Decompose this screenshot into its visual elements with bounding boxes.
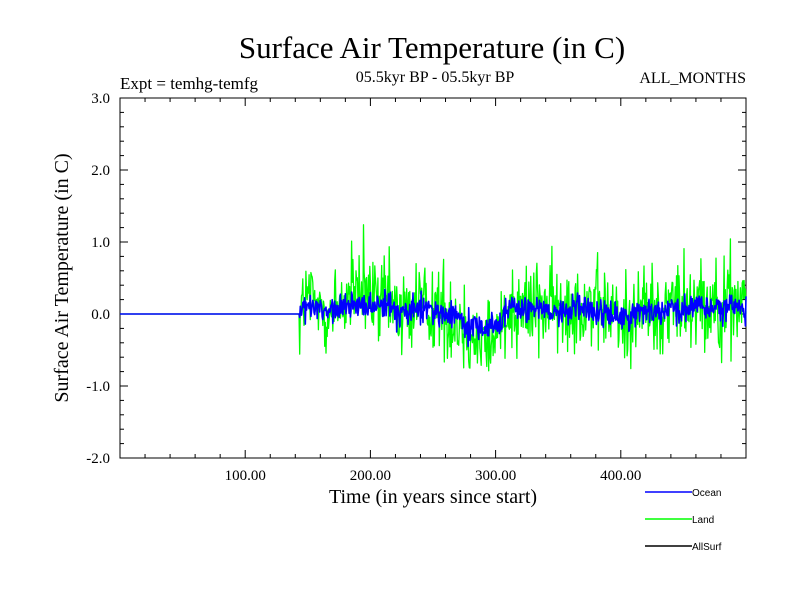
y-tick-label: -1.0 [86,379,110,395]
plot-area: 100.00 200.00 300.00 400.00 -2.0 -1.0 0.0 1.0 2.… [86,91,747,484]
legend-label-land: Land [692,515,714,526]
x-tick-label: 400.00 [600,468,641,484]
y-tick-label: -2.0 [86,451,110,467]
x-axis-label: Time (in years since start) [329,486,537,508]
y-tick-label: 0.0 [91,307,110,323]
months-label: ALL_MONTHS [639,70,746,87]
chart-title: Surface Air Temperature (in C) [239,30,625,65]
y-tick-label: 1.0 [91,235,110,251]
legend-label-ocean: Ocean [692,488,721,499]
legend-label-allsurf: AllSurf [692,542,722,553]
series-line-ocean [120,288,747,348]
y-tick-label: 3.0 [91,91,110,107]
x-tick-label: 200.00 [350,468,391,484]
x-tick-label: 300.00 [475,468,516,484]
chart-subtitle: 05.5kyr BP - 05.5kyr BP [356,69,515,86]
series-line-land [120,224,747,372]
axes-frame [119,97,747,459]
expt-label: Expt = temhg-temfg [120,74,259,93]
y-axis-label: Surface Air Temperature (in C) [51,153,73,402]
x-tick-label: 100.00 [225,468,266,484]
legend: Ocean Land AllSurf [645,488,722,553]
y-tick-label: 2.0 [91,163,110,179]
